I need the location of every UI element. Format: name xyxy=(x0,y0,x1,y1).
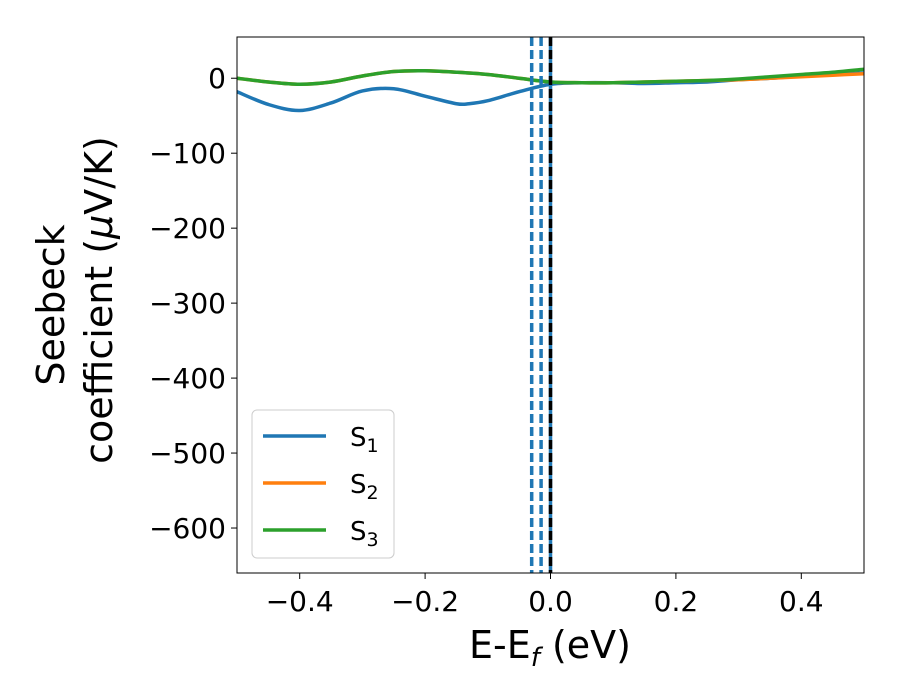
x-tick-label: 0.0 xyxy=(528,585,573,618)
legend-label-s1: S1 xyxy=(350,423,379,457)
y-axis-label-line1: Seebeck xyxy=(29,224,73,385)
legend-label-s2: S2 xyxy=(350,470,379,504)
x-axis-label: E-Ef (eV) xyxy=(469,623,631,673)
y-tick-label: −300 xyxy=(149,287,226,320)
y-tick-label: −500 xyxy=(149,437,226,470)
y-tick-label: −400 xyxy=(149,362,226,395)
x-tick-label: 0.2 xyxy=(654,585,699,618)
y-tick-label: −600 xyxy=(149,512,226,545)
y-tick-label: −100 xyxy=(149,137,226,170)
y-tick-label: 0 xyxy=(208,62,226,95)
legend-label-s3: S3 xyxy=(350,517,379,551)
x-tick-label: 0.4 xyxy=(779,585,824,618)
legend: S1 S2 S3 xyxy=(251,409,395,559)
vline-layer xyxy=(529,37,553,573)
x-tick-label: −0.2 xyxy=(391,585,459,618)
plot-area xyxy=(236,36,865,574)
y-axis-label-line2: coefficient (μV/K) xyxy=(77,136,121,464)
x-tick-label: −0.4 xyxy=(266,585,334,618)
x-axis: −0.4 −0.2 0.0 0.2 0.4 xyxy=(266,573,824,618)
y-tick-label: −200 xyxy=(149,212,226,245)
y-axis: 0 −100 −200 −300 −400 −500 −600 xyxy=(149,62,237,545)
